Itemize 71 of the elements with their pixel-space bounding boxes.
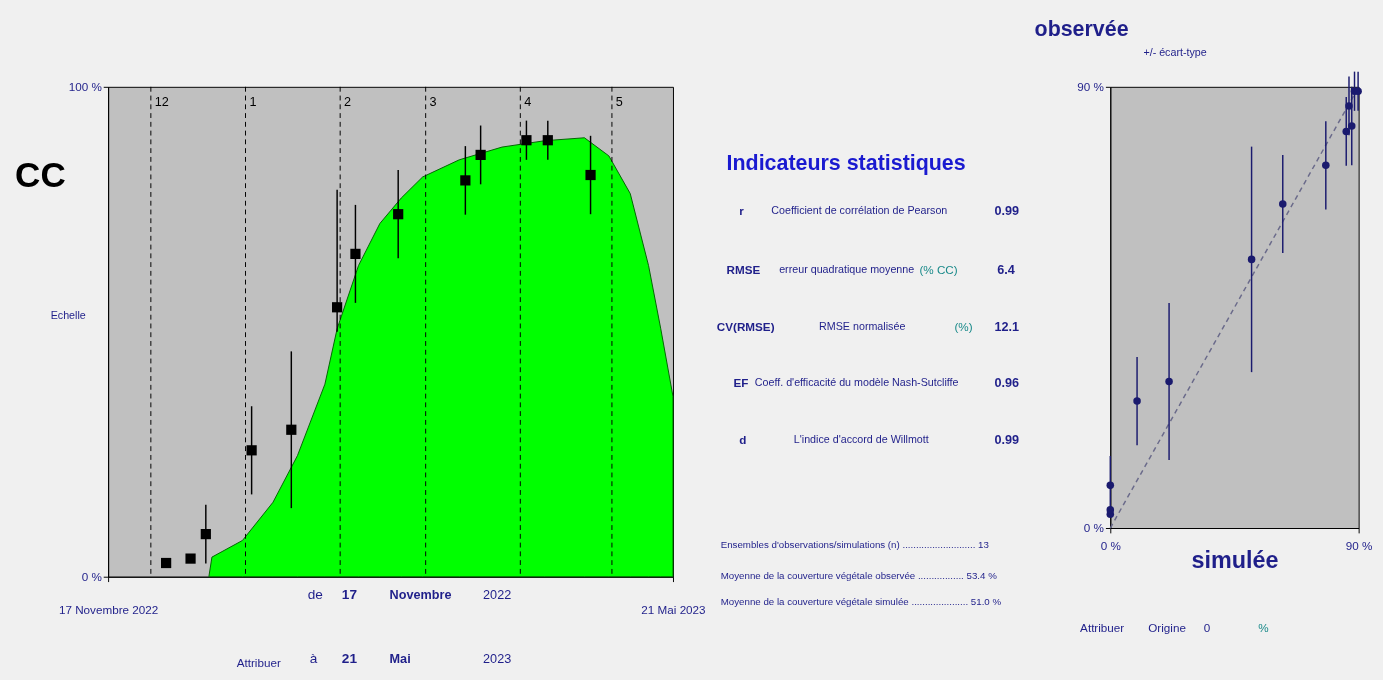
- point: [286, 424, 297, 435]
- y-tick-label: 100 %: [68, 80, 102, 94]
- text: Coeff. d'efficacité du modèle Nash-Sutcliffe: [754, 375, 959, 388]
- text: Mai: [389, 652, 411, 667]
- point: [1278, 200, 1287, 208]
- point: [460, 175, 471, 186]
- text: Echelle: [50, 308, 86, 321]
- ref-line-label: 2: [344, 95, 352, 110]
- point: [332, 302, 343, 313]
- y-axis-title: observée: [1034, 16, 1129, 41]
- point: [1322, 161, 1330, 170]
- ref-line-label: 12: [154, 95, 169, 110]
- y-axis-title: CC: [15, 154, 66, 194]
- text: d: [739, 433, 747, 447]
- text: r: [739, 204, 745, 218]
- point: [542, 135, 553, 146]
- text: 0.99: [994, 433, 1020, 448]
- x-tick-label: 17 Novembre 2022: [58, 603, 159, 617]
- text: Attribuer: [1080, 621, 1125, 635]
- point: [1347, 122, 1356, 130]
- point: [585, 169, 596, 181]
- text: RMSE: [726, 262, 761, 276]
- text: Novembre: [389, 588, 452, 603]
- text: 0.96: [994, 375, 1020, 390]
- text: 17: [341, 587, 358, 603]
- text: L'indice d'accord de Willmott: [793, 433, 929, 446]
- text: à: [309, 651, 318, 667]
- text: (% CC): [919, 262, 958, 276]
- x-axis-title: simulée: [1191, 547, 1279, 574]
- text: 2023: [483, 652, 512, 667]
- text: Indicateurs statistiques: [726, 150, 966, 175]
- text: RMSE normalisée: [819, 320, 906, 333]
- text: %: [1258, 621, 1269, 635]
- text: Moyenne de la couverture végétale simulée ..................... 51.0 %: [720, 595, 1002, 607]
- point: [1106, 481, 1115, 490]
- point: [1165, 377, 1173, 386]
- text: EF: [733, 375, 749, 389]
- text: Attribuer: [236, 656, 281, 670]
- point: [200, 528, 211, 540]
- text: +/- écart-type: [1143, 45, 1207, 58]
- text: CV(RMSE): [716, 320, 775, 334]
- point: [350, 248, 361, 259]
- text: Moyenne de la couverture végétale observée ................. 53.4 %: [720, 569, 998, 581]
- text: 0: [1203, 621, 1211, 635]
- text: (%): [954, 320, 973, 334]
- text: erreur quadratique moyenne: [779, 262, 915, 275]
- point: [1247, 255, 1256, 264]
- point: [161, 557, 172, 569]
- ref-line-label: 4: [524, 95, 532, 110]
- text: de: [307, 587, 323, 603]
- point: [475, 149, 486, 161]
- text: 6.4: [997, 262, 1015, 277]
- text: Origine: [1148, 621, 1186, 635]
- x-tick-label: 21 Mai 2023: [641, 603, 706, 617]
- text: 2022: [483, 588, 512, 603]
- ref-line-label: 3: [429, 95, 437, 110]
- text: 12.1: [994, 320, 1020, 335]
- point: [1106, 506, 1115, 514]
- ref-line-label: 5: [615, 95, 623, 110]
- point: [185, 553, 196, 564]
- text: Coefficient de corrélation de Pearson: [771, 204, 948, 217]
- text: 0.99: [994, 204, 1020, 219]
- point: [521, 135, 532, 146]
- text: Ensembles d'observations/simulations (n) ........................... 13: [720, 538, 989, 550]
- point: [1345, 102, 1353, 110]
- point: [393, 209, 404, 220]
- point: [246, 445, 257, 456]
- text: 21: [341, 651, 358, 667]
- ref-line-label: 1: [249, 95, 257, 110]
- point: [1342, 127, 1351, 136]
- point: [1133, 397, 1141, 405]
